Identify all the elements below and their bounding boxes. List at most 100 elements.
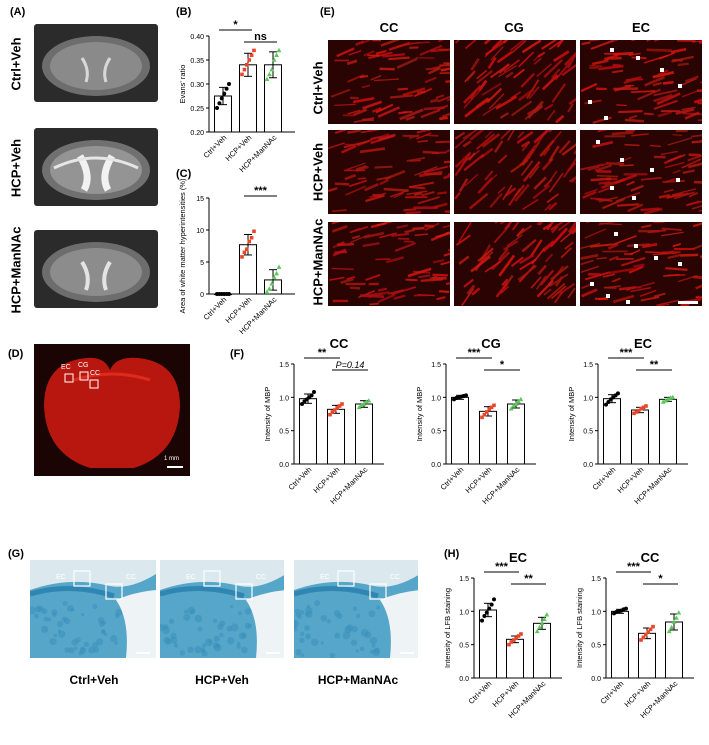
fiber <box>396 224 409 229</box>
data-point <box>337 404 342 408</box>
fiber <box>432 273 448 277</box>
bar <box>611 610 629 679</box>
fiber <box>697 119 702 122</box>
fiber <box>357 177 366 180</box>
fiber <box>614 84 631 92</box>
fiber <box>373 78 400 82</box>
fiber <box>571 228 576 235</box>
fiber <box>566 53 576 69</box>
fiber <box>510 91 522 99</box>
e-scale-bar <box>678 301 698 304</box>
y-tick-label: 15 <box>196 196 204 203</box>
scale-bar <box>266 652 280 654</box>
corpus-callosum <box>160 586 245 599</box>
ventricle <box>380 590 418 658</box>
data-point <box>464 393 468 398</box>
fiber <box>340 277 354 284</box>
fiber <box>688 162 702 169</box>
fiber <box>664 161 685 169</box>
fiber <box>530 276 542 289</box>
fiber <box>611 69 624 74</box>
fiber <box>624 118 644 123</box>
fiber <box>639 289 657 297</box>
fiber <box>587 166 600 171</box>
fiber <box>418 274 431 279</box>
y-tick-label: 1.5 <box>583 362 593 369</box>
fiber <box>691 40 702 43</box>
fiber <box>590 40 614 51</box>
fiber <box>430 48 450 53</box>
g-roi-label-cc: CC <box>256 574 267 581</box>
fiber <box>695 284 702 290</box>
fiber-bundle <box>304 625 310 631</box>
fiber <box>458 222 472 243</box>
data-point <box>487 407 491 412</box>
fiber <box>385 256 405 264</box>
fiber <box>517 51 535 68</box>
fiber <box>408 133 420 140</box>
data-point <box>330 410 335 414</box>
fiber <box>521 40 542 54</box>
fiber <box>444 210 450 213</box>
fiber <box>487 56 497 69</box>
fiber <box>501 278 509 286</box>
e-row-label-hcp: HCP+Veh <box>310 142 326 202</box>
fiber <box>359 147 386 154</box>
fiber <box>405 115 415 121</box>
fiber <box>414 233 428 237</box>
fiber <box>590 177 612 182</box>
data-point <box>539 620 545 626</box>
data-point <box>674 615 679 620</box>
fiber <box>623 77 639 85</box>
fiber <box>522 198 539 211</box>
fiber <box>439 116 448 121</box>
boundary-marker <box>604 116 608 120</box>
fiber <box>672 169 681 174</box>
fiber <box>438 40 445 43</box>
y-axis-label: Intensity of MBP <box>567 387 576 442</box>
panel-label-a: (A) <box>10 6 26 18</box>
fiber <box>567 287 576 299</box>
roi-ec <box>337 570 355 587</box>
fiber <box>360 40 373 45</box>
lfb-image-ctrl: EC CC <box>30 560 156 658</box>
fiber-bundle <box>305 610 313 618</box>
fiber <box>506 234 523 247</box>
panel-label-d: (D) <box>8 348 24 360</box>
fiber <box>364 183 379 192</box>
fiber <box>693 98 702 104</box>
fiber <box>538 222 544 226</box>
d-scale-label: 1 mm <box>164 456 179 462</box>
fiber-bundle <box>320 614 328 622</box>
corpus-callosum <box>30 586 115 599</box>
fiber <box>657 69 669 76</box>
fiber <box>682 169 695 175</box>
fiber <box>454 131 474 149</box>
fiber <box>656 299 679 306</box>
brain-section-image: EC CG CC 1 mm <box>34 344 190 476</box>
data-point <box>616 391 620 396</box>
data-point <box>639 638 643 642</box>
fiber <box>389 94 414 99</box>
fiber-bundle <box>30 606 36 615</box>
fiber <box>652 252 677 256</box>
fiber <box>498 254 516 277</box>
fiber <box>359 75 369 79</box>
fiber-bundle <box>80 646 85 651</box>
fiber <box>558 140 571 154</box>
fiber <box>484 260 502 273</box>
fiber <box>497 186 506 194</box>
fiber <box>641 281 655 287</box>
data-point <box>666 628 672 634</box>
fiber <box>475 133 496 150</box>
fiber-bundle <box>295 649 302 656</box>
data-point <box>624 606 628 611</box>
fiber <box>563 157 576 178</box>
data-point <box>264 289 270 294</box>
ventricle <box>246 590 284 658</box>
chart-title: CG <box>481 336 501 351</box>
data-point <box>247 58 251 62</box>
fiber <box>681 158 702 169</box>
fiber <box>334 182 350 186</box>
fiber <box>545 130 562 151</box>
